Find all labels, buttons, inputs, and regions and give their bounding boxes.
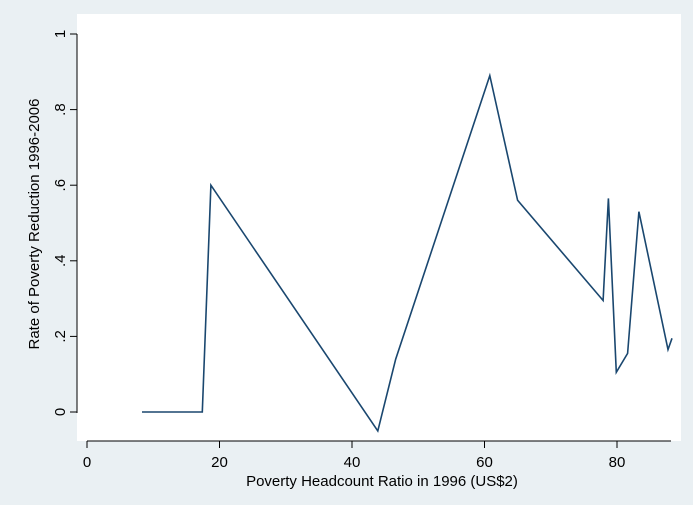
series-line (142, 72, 673, 433)
x-tick-label: 0 (83, 454, 91, 471)
x-tick-label: 20 (211, 454, 228, 471)
y-tick-label: .6 (52, 179, 69, 192)
x-axis-title: Poverty Headcount Ratio in 1996 (US$2) (246, 473, 518, 490)
y-tick-label: .2 (52, 330, 69, 343)
y-tick-label: 1 (52, 30, 69, 38)
y-tick-label: .4 (52, 255, 69, 268)
x-tick-label: 80 (609, 454, 626, 471)
y-axis-title: Rate of Poverty Reduction 1996-2006 (26, 99, 43, 350)
x-axis-ticks: 0 20 40 60 80 (83, 441, 626, 471)
series-lines (142, 72, 673, 433)
y-axis-ticks: 0 .2 .4 .6 .8 1 (52, 30, 77, 416)
x-tick-label: 40 (344, 454, 361, 471)
y-tick-label: 0 (52, 408, 69, 416)
y-tick-label: .8 (52, 103, 69, 116)
plot-area (77, 14, 681, 441)
x-tick-label: 60 (476, 454, 493, 471)
